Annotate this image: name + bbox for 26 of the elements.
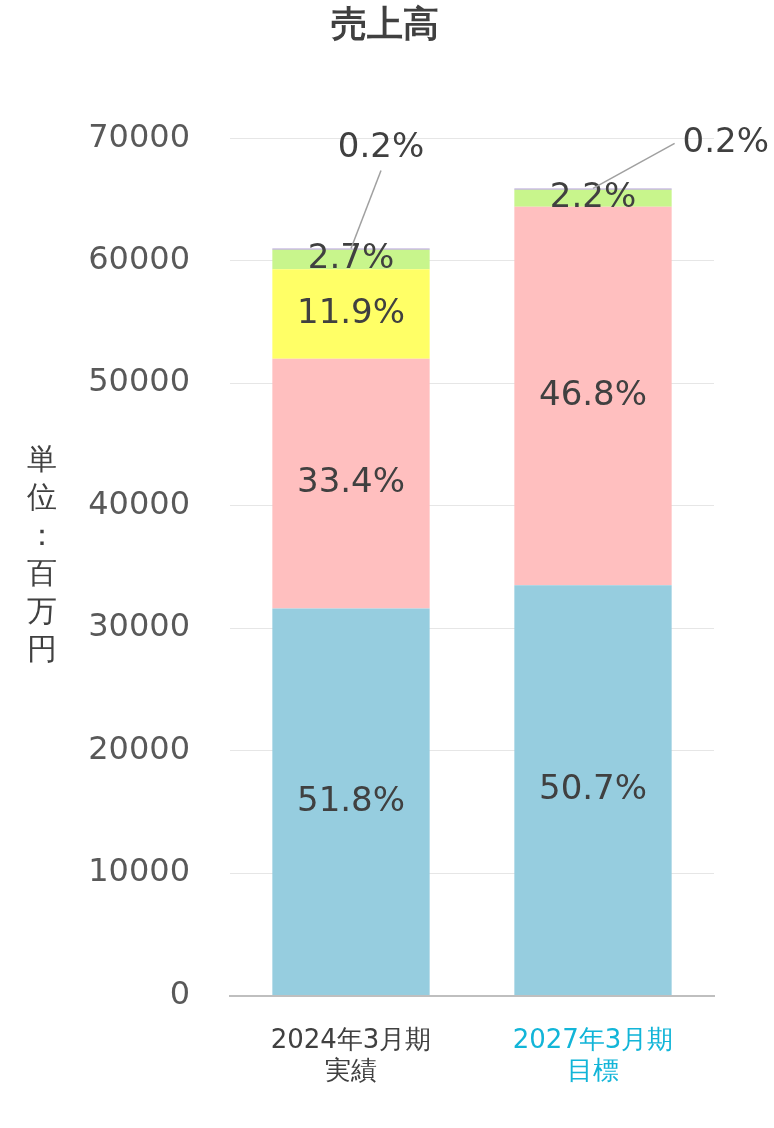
annotation: 46.8% xyxy=(538,372,648,413)
y-tick-label: 60000 xyxy=(88,239,190,277)
x-tick-label: 2027年3月期目標 xyxy=(512,1023,674,1086)
bar xyxy=(272,358,430,609)
annotation: 0.2% xyxy=(337,125,425,166)
annotation: 33.4% xyxy=(296,460,406,501)
y-tick-label: 40000 xyxy=(88,483,190,522)
annotation: 0.2% xyxy=(682,120,770,161)
annotation: 2.2% xyxy=(549,175,637,216)
bar xyxy=(514,206,672,586)
y-tick-label: 0 xyxy=(169,973,190,1012)
annotation: 2.7% xyxy=(307,236,395,277)
bar xyxy=(514,585,672,996)
y-axis-title: 単位：百万円 xyxy=(26,440,58,668)
bar xyxy=(272,608,430,996)
chart-title: 売上高 xyxy=(330,2,439,44)
bar xyxy=(272,269,430,359)
annotation: 51.8% xyxy=(296,778,406,819)
y-tick-label: 50000 xyxy=(88,361,190,400)
annotation: 11.9% xyxy=(296,290,406,331)
y-tick-label: 20000 xyxy=(88,728,190,767)
x-tick-label: 2024年3月期実績 xyxy=(270,1023,432,1086)
y-tick-label: 10000 xyxy=(88,851,190,890)
y-tick-label: 70000 xyxy=(88,116,190,155)
y-tick-label: 30000 xyxy=(88,606,190,645)
annotation: 50.7% xyxy=(538,767,648,808)
